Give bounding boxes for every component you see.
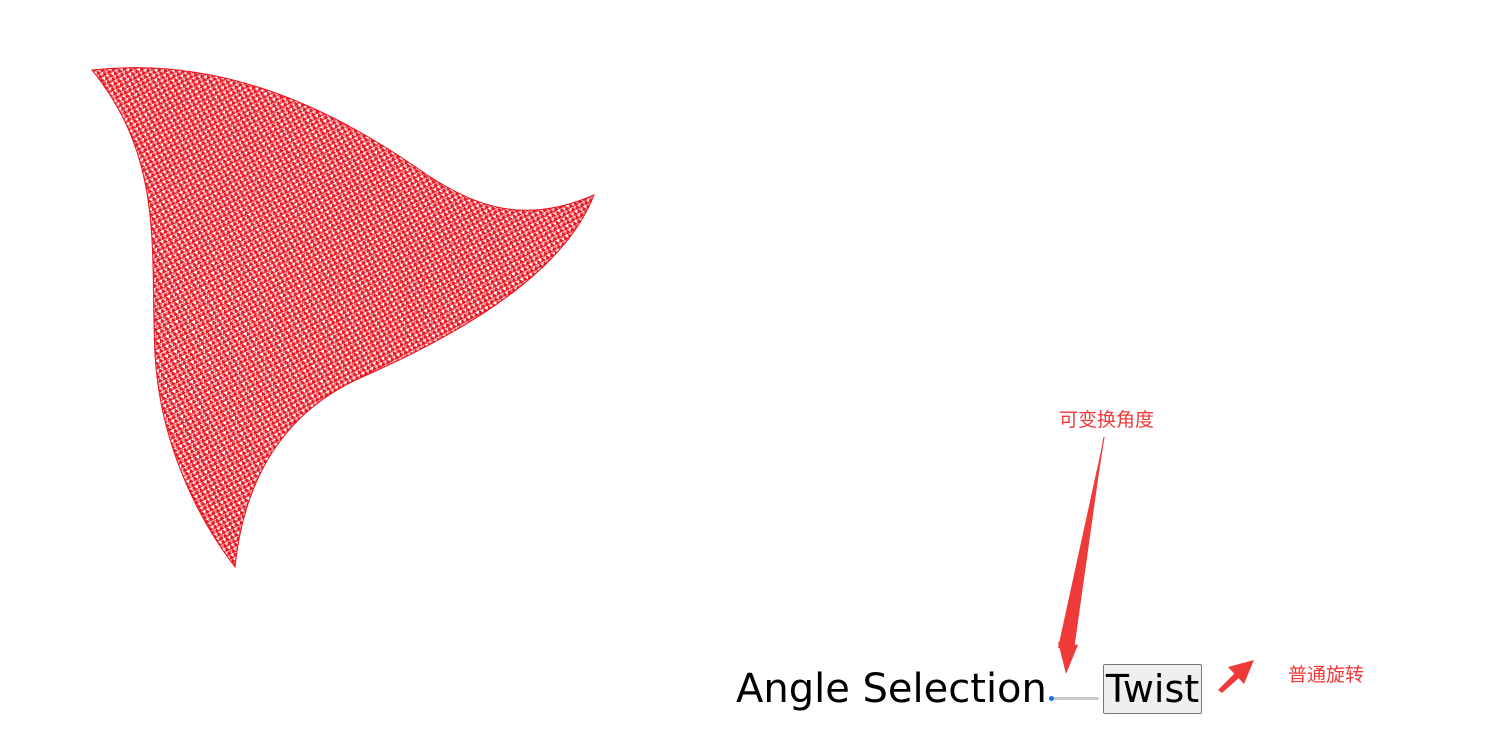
rotate-annotation: 普通旋转 [1288, 664, 1365, 686]
twisted-mesh [91, 67, 595, 569]
angle-selection-label: Angle Selection [736, 666, 1047, 712]
twist-button[interactable]: Twist [1102, 664, 1203, 714]
angle-annotation: 可变换角度 [1059, 409, 1155, 431]
angle-slider[interactable] [1048, 690, 1099, 706]
arrow-pointing-down-icon [1058, 436, 1105, 674]
twisted-mesh-overlay [92, 67, 594, 568]
arrow-pointing-up-right-icon [1218, 660, 1254, 693]
control-bar: Angle Selection Twist [736, 663, 1203, 715]
